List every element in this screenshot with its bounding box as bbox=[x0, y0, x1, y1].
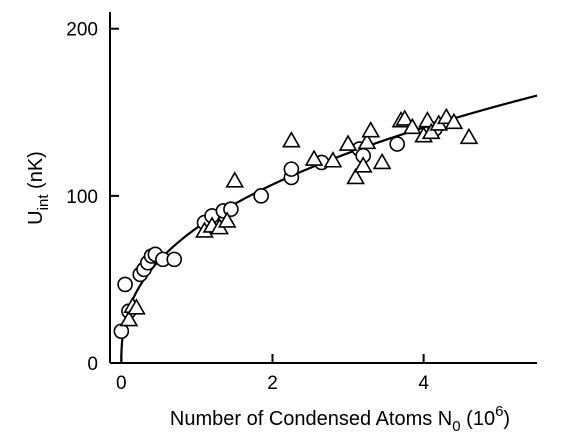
fit-curve-layer bbox=[120, 94, 538, 363]
triangle-point-6 bbox=[217, 211, 237, 228]
triangle-point-13 bbox=[353, 156, 373, 173]
circle-point-14 bbox=[253, 188, 269, 204]
x-tick-label-2: 4 bbox=[418, 373, 429, 394]
triangle-point-9 bbox=[304, 149, 324, 166]
y-axis-label: Uint (nK) bbox=[25, 151, 52, 225]
circle-point-9 bbox=[166, 251, 183, 268]
circle-point-0 bbox=[113, 323, 130, 340]
triangle-point-22 bbox=[421, 122, 441, 140]
y-tick-label-2: 200 bbox=[66, 20, 98, 41]
triangle-point-26 bbox=[459, 127, 479, 145]
triangle-point-16 bbox=[372, 152, 392, 170]
data-points-layer bbox=[113, 107, 479, 340]
triangle-point-11 bbox=[338, 134, 358, 151]
triangle-point-7 bbox=[225, 171, 245, 188]
triangle-point-18 bbox=[395, 109, 415, 126]
y-tick-label-1: 100 bbox=[66, 187, 98, 208]
triangle-point-8 bbox=[282, 131, 301, 148]
x-axis-label: Number of Condensed Atoms N0 (106) bbox=[170, 403, 510, 435]
circle-point-16 bbox=[283, 161, 300, 177]
axes bbox=[109, 12, 537, 364]
triangle-point-10 bbox=[323, 151, 343, 168]
triangle-point-0 bbox=[119, 309, 139, 327]
x-tick-label-1: 2 bbox=[267, 373, 278, 394]
fit-curve bbox=[120, 94, 538, 363]
triangle-point-19 bbox=[402, 117, 422, 135]
triangle-point-14 bbox=[357, 132, 377, 150]
axis-ticks: 0 2 4 0 100 200 bbox=[66, 20, 429, 394]
circle-point-1 bbox=[117, 276, 133, 293]
x-tick-label-0: 0 bbox=[116, 373, 127, 394]
circle-point-20 bbox=[389, 136, 405, 152]
triangle-point-12 bbox=[346, 167, 365, 185]
triangle-point-15 bbox=[361, 121, 381, 138]
triangle-point-2 bbox=[127, 298, 146, 315]
triangle-point-25 bbox=[444, 112, 464, 130]
y-tick-label-0: 0 bbox=[87, 354, 98, 375]
